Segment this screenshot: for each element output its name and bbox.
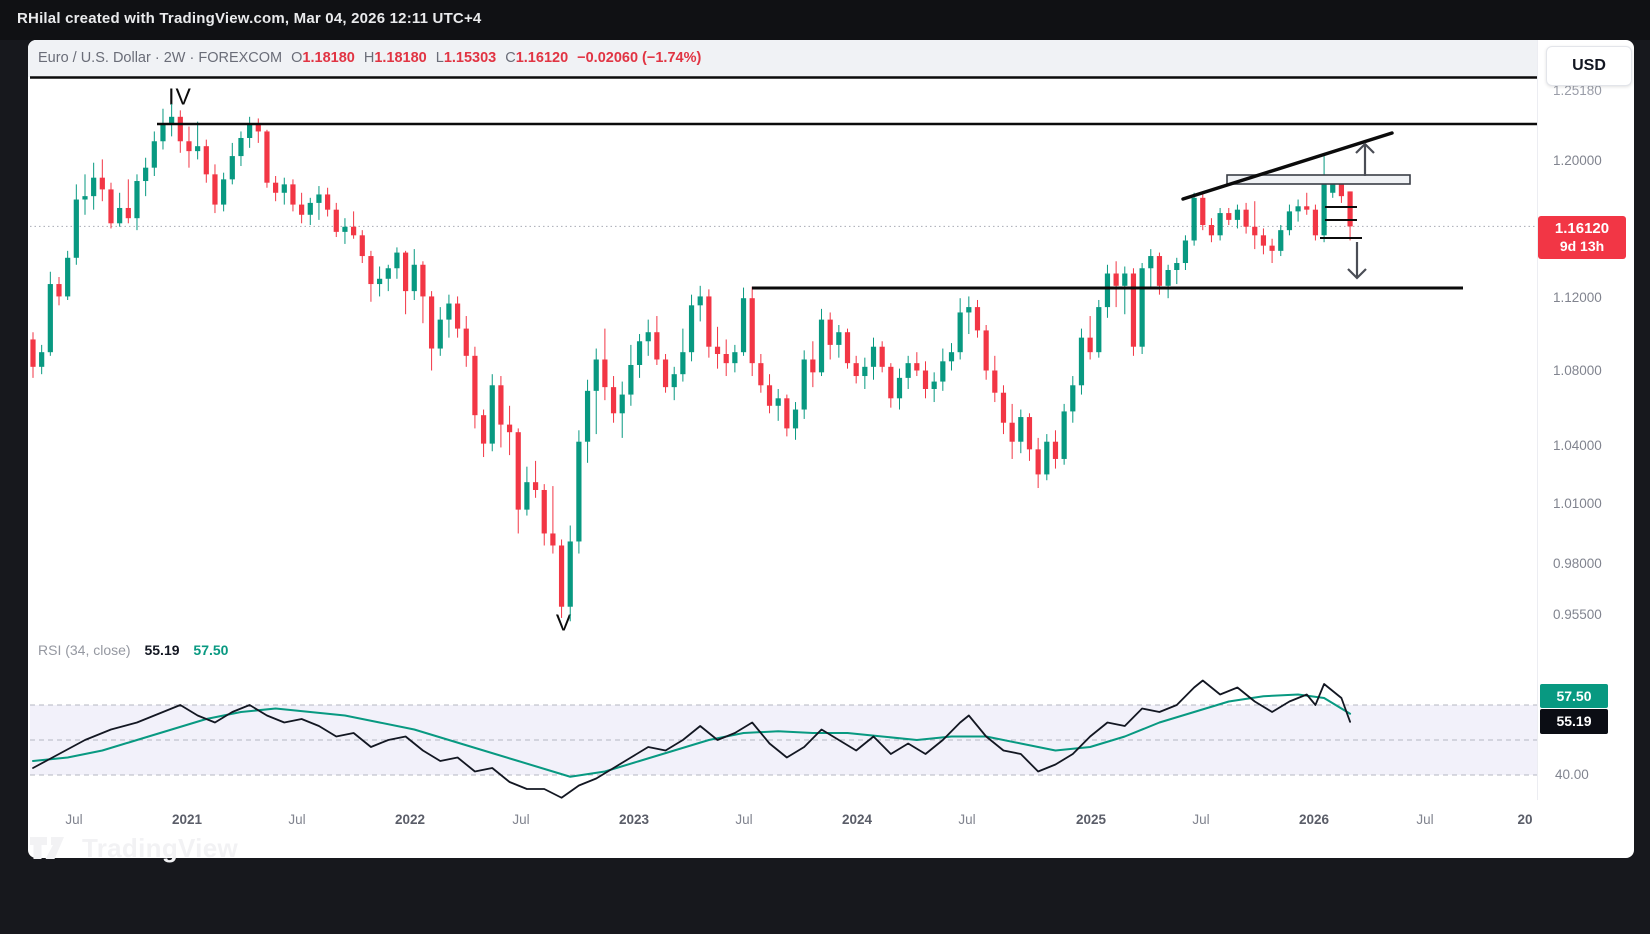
rsi-title: RSI (34, close) [38,642,131,658]
time-tick-label: Jul [1192,812,1210,827]
ohlc-key: L [435,50,444,66]
symbol-legend[interactable]: Euro / U.S. Dollar · 2W · FOREXCOM O1.181… [38,50,701,66]
symbol-title: Euro / U.S. Dollar · 2W · FOREXCOM [38,50,283,66]
time-tick-label: 2021 [171,812,203,827]
time-tick-label: 2025 [1075,812,1107,827]
ohlc-value: 1.18180 [374,50,427,66]
change-value: −0.02060 (−1.74%) [577,50,702,66]
rsi-signal-value: 57.50 [193,642,229,658]
time-tick-label: 2022 [394,812,426,827]
clipped-price-level-label: 1.25180 [1553,83,1602,98]
ohlc-key: C [505,50,516,66]
ohlc-key: H [363,50,375,66]
time-tick-label: Jul [288,812,306,827]
ohlc-value: 1.18180 [302,50,355,66]
rsi-value: 55.19 [144,642,180,658]
elliott-wave-label-v[interactable]: V [555,609,573,636]
time-tick-label: Jul [958,812,976,827]
ohlc-key: O [291,50,303,66]
attribution-text: RHilal created with TradingView.com, Mar… [17,10,482,27]
time-tick-label: 2023 [618,812,650,827]
price-tick-label: 0.98000 [1553,555,1602,571]
chart-plot-area[interactable] [28,77,1537,800]
price-tick-label: 0.95500 [1553,607,1602,623]
time-tick-label: Jul [1416,812,1434,827]
price-axis-divider [1537,40,1538,800]
price-tick-label: 1.01000 [1553,495,1602,511]
price-tick-label: 1.20000 [1553,153,1602,169]
time-tick-label: 2026 [1298,812,1330,827]
ohlc-value: 1.15303 [443,50,497,66]
time-tick-label: Jul [512,812,530,827]
last-price-value: 1.16120 [1554,220,1610,238]
footer-branding: TradingView [28,828,238,868]
time-tick-label: Jul [65,812,83,827]
rsi-signal-badge: 57.50 [1540,684,1608,708]
rsi-legend[interactable]: RSI (34, close) 55.19 57.50 [38,642,228,658]
tradingview-wordmark: TradingView [82,832,238,863]
elliott-wave-label-iv[interactable]: IV [168,83,192,110]
currency-button[interactable]: USD [1546,46,1632,86]
ohlc-value: 1.16120 [515,50,569,66]
price-tick-label: 1.12000 [1553,290,1602,306]
time-tick-label: Jul [735,812,753,827]
legend-band [28,40,1537,77]
rsi-level-label: 40.00 [1555,767,1589,782]
time-tick-label: 20 [1517,812,1533,827]
last-price-badge: 1.16120 9d 13h [1538,216,1626,260]
bar-countdown: 9d 13h [1559,238,1605,255]
attribution-bar: RHilal created with TradingView.com, Mar… [0,0,1650,40]
tradingview-logo-icon [30,837,64,859]
rsi-value-badge: 55.19 [1540,709,1608,734]
price-tick-label: 1.08000 [1553,362,1602,378]
time-tick-label: 2024 [841,812,873,827]
price-tick-label: 1.04000 [1553,437,1602,453]
